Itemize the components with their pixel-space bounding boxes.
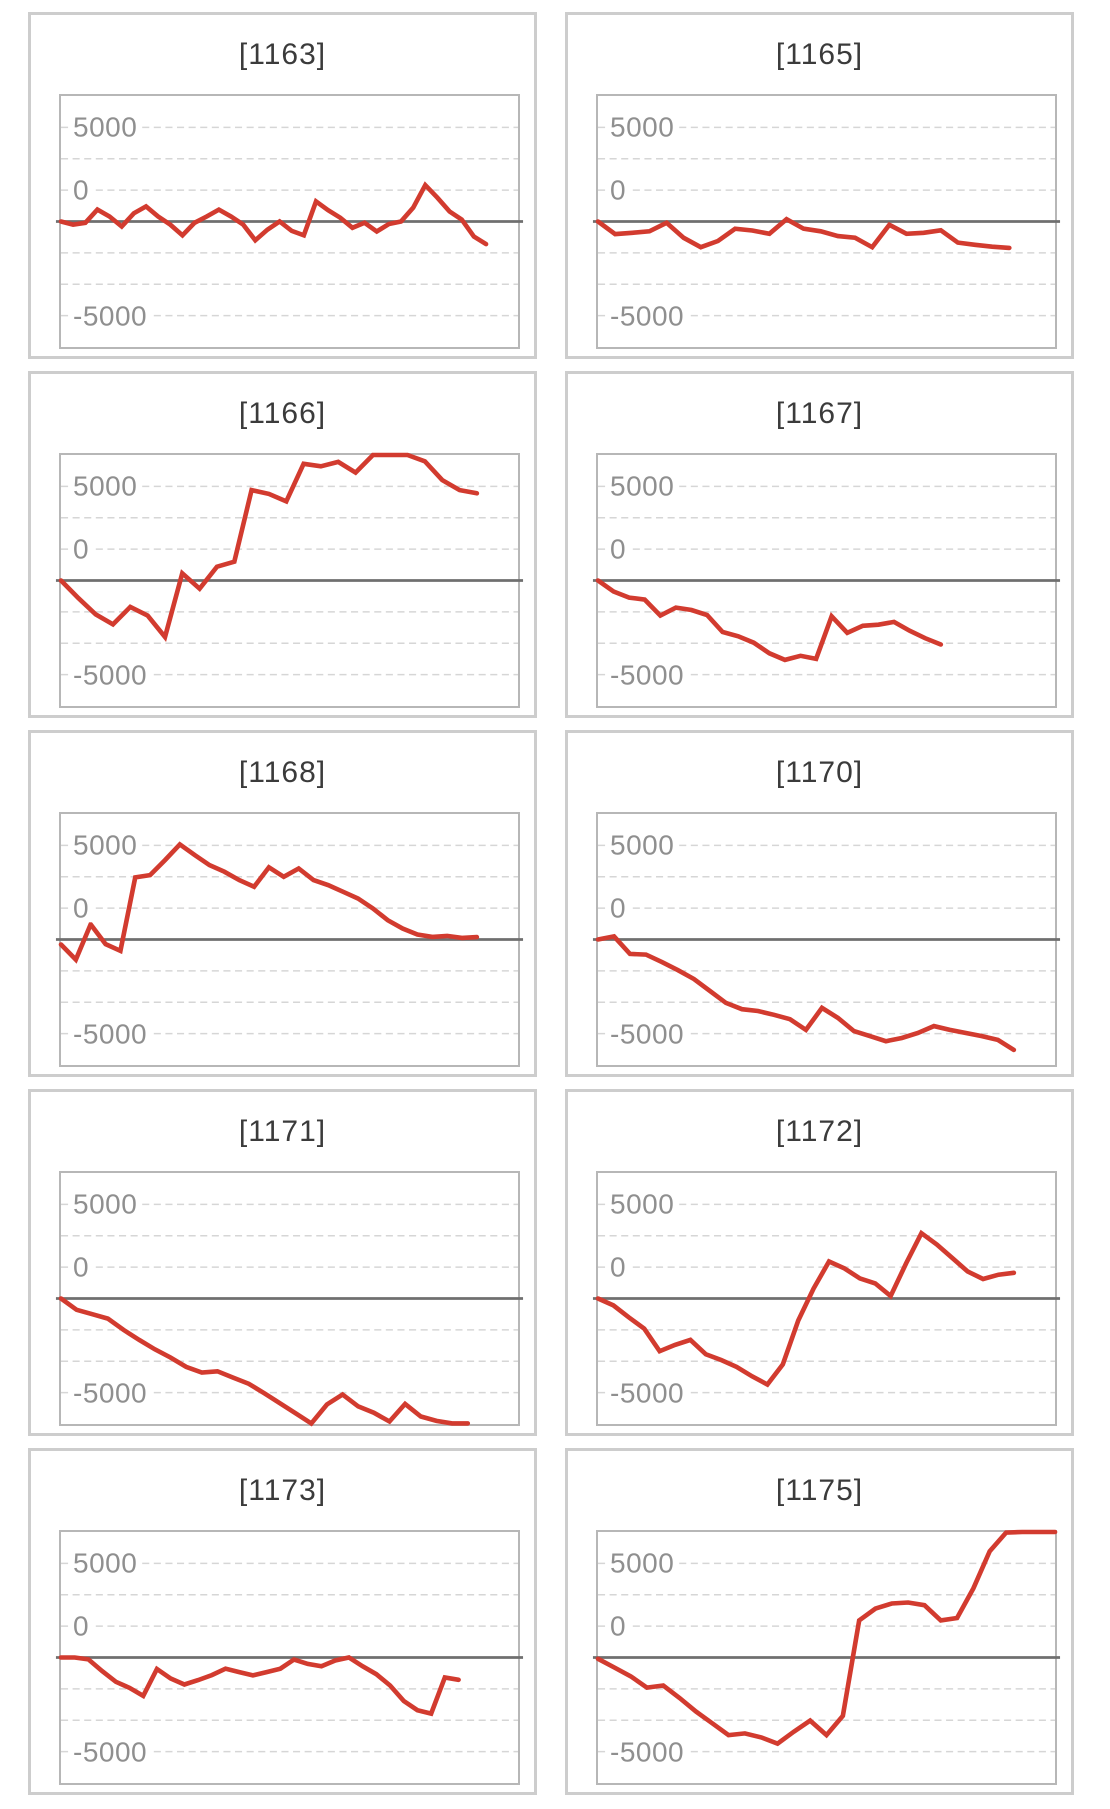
y-tick-label-0: 0 — [608, 534, 632, 564]
y-tick-label-minus5000: -5000 — [608, 1378, 690, 1408]
slump-line — [58, 1655, 461, 1717]
plot-area: 5000 0 -5000 — [592, 1171, 1061, 1426]
y-tick-label-5000: 5000 — [608, 830, 680, 860]
y-tick-label-minus5000: -5000 — [71, 301, 153, 331]
chart-panel: [1168] 5000 0 -5000 — [28, 730, 537, 1077]
chart-panel: [1166] 5000 0 -5000 — [28, 371, 537, 718]
chart-panel: [1163] 5000 0 -5000 — [28, 12, 537, 359]
slump-line — [595, 1529, 1058, 1747]
y-tick-label-5000: 5000 — [608, 1548, 680, 1578]
y-tick-label-0: 0 — [608, 1611, 632, 1641]
slump-line — [595, 216, 1012, 251]
slump-line — [595, 1229, 1017, 1388]
chart-panel: [1165] 5000 0 -5000 — [565, 12, 1074, 359]
y-tick-label-5000: 5000 — [71, 471, 143, 501]
y-tick-label-0: 0 — [71, 534, 95, 564]
y-tick-label-minus5000: -5000 — [71, 1019, 153, 1049]
plot-area: 5000 0 -5000 — [592, 94, 1061, 349]
y-tick-label-0: 0 — [608, 175, 632, 205]
chart-title: [1173] — [238, 1474, 327, 1507]
y-tick-label-0: 0 — [71, 1252, 95, 1282]
chart-panel: [1173] 5000 0 -5000 — [28, 1448, 537, 1795]
y-tick-label-0: 0 — [71, 1611, 95, 1641]
y-tick-label-5000: 5000 — [71, 112, 143, 142]
chart-title: [1166] — [238, 397, 327, 430]
y-tick-label-5000: 5000 — [71, 830, 143, 860]
plot-area: 5000 0 -5000 — [592, 812, 1061, 1067]
chart-title: [1168] — [238, 756, 327, 789]
plot-area: 5000 0 -5000 — [55, 94, 524, 349]
slump-line — [58, 181, 489, 247]
y-tick-label-minus5000: -5000 — [71, 660, 153, 690]
chart-title: [1170] — [775, 756, 864, 789]
y-tick-label-5000: 5000 — [71, 1189, 143, 1219]
chart-panel: [1170] 5000 0 -5000 — [565, 730, 1074, 1077]
y-tick-label-5000: 5000 — [608, 471, 680, 501]
y-tick-label-minus5000: -5000 — [71, 1737, 153, 1767]
chart-title: [1175] — [775, 1474, 864, 1507]
plot-area: 5000 0 -5000 — [592, 1529, 1061, 1785]
chart-panel: [1171] 5000 0 -5000 — [28, 1089, 537, 1436]
y-tick-label-minus5000: -5000 — [608, 301, 690, 331]
plot-area: 5000 0 -5000 — [55, 452, 524, 708]
slump-line — [58, 452, 480, 642]
y-tick-label-0: 0 — [71, 175, 95, 205]
y-tick-label-5000: 5000 — [608, 1189, 680, 1219]
chart-title: [1163] — [238, 38, 327, 71]
y-tick-label-minus5000: -5000 — [608, 1737, 690, 1767]
chart-panel: [1172] 5000 0 -5000 — [565, 1089, 1074, 1436]
plot-area: 5000 0 -5000 — [55, 1171, 524, 1427]
y-tick-label-minus5000: -5000 — [71, 1378, 153, 1408]
slump-line — [58, 1296, 471, 1427]
chart-title: [1171] — [238, 1115, 327, 1148]
y-tick-label-0: 0 — [71, 893, 95, 923]
y-tick-label-0: 0 — [608, 893, 632, 923]
plot-area: 5000 0 -5000 — [592, 453, 1061, 708]
plot-area: 5000 0 -5000 — [55, 812, 524, 1067]
y-tick-label-0: 0 — [608, 1252, 632, 1282]
slump-line — [58, 841, 480, 964]
chart-title: [1165] — [775, 38, 864, 71]
y-tick-label-5000: 5000 — [71, 1548, 143, 1578]
chart-title: [1167] — [775, 397, 864, 430]
y-tick-label-minus5000: -5000 — [608, 660, 690, 690]
slump-line — [595, 578, 944, 663]
y-tick-label-minus5000: -5000 — [608, 1019, 690, 1049]
chart-title: [1172] — [775, 1115, 864, 1148]
chart-panel: [1175] 5000 0 -5000 — [565, 1448, 1074, 1795]
slump-line — [595, 933, 1017, 1053]
y-tick-label-5000: 5000 — [608, 112, 680, 142]
plot-area: 5000 0 -5000 — [55, 1530, 524, 1785]
chart-panel: [1167] 5000 0 -5000 — [565, 371, 1074, 718]
